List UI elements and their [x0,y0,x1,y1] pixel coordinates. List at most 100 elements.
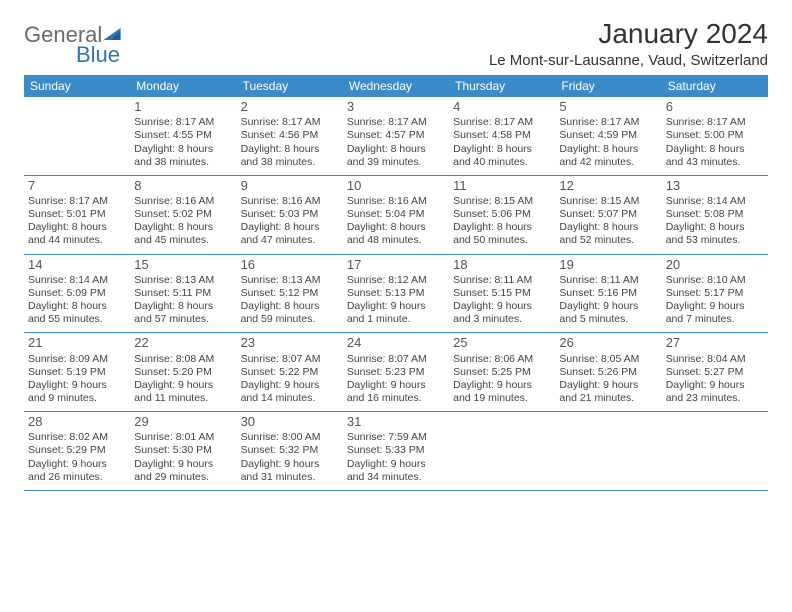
day-cell: 26Sunrise: 8:05 AMSunset: 5:26 PMDayligh… [555,333,661,411]
day-cell: 18Sunrise: 8:11 AMSunset: 5:15 PMDayligh… [449,255,555,333]
day-detail-line: Sunrise: 8:07 AM [347,353,445,366]
day-header: Thursday [449,75,555,97]
day-cell [24,97,130,175]
day-detail-line: Daylight: 9 hours and 26 minutes. [28,458,126,484]
day-number: 28 [28,414,126,430]
day-detail-line: Sunset: 5:08 PM [666,208,764,221]
day-number: 10 [347,178,445,194]
day-detail-line: Sunrise: 8:15 AM [559,195,657,208]
day-number: 8 [134,178,232,194]
day-number: 21 [28,335,126,351]
day-detail-line: Sunrise: 8:09 AM [28,353,126,366]
day-detail-line: Sunset: 5:16 PM [559,287,657,300]
day-number: 26 [559,335,657,351]
day-detail-line: Sunset: 5:30 PM [134,444,232,457]
day-detail-line: Sunset: 5:20 PM [134,366,232,379]
day-number: 24 [347,335,445,351]
day-detail-line: Daylight: 8 hours and 42 minutes. [559,143,657,169]
day-number: 29 [134,414,232,430]
day-detail-line: Sunset: 5:06 PM [453,208,551,221]
day-detail-line: Daylight: 8 hours and 44 minutes. [28,221,126,247]
day-detail-line: Daylight: 8 hours and 40 minutes. [453,143,551,169]
day-cell: 9Sunrise: 8:16 AMSunset: 5:03 PMDaylight… [237,176,343,254]
location-text: Le Mont-sur-Lausanne, Vaud, Switzerland [489,52,768,69]
day-cell: 22Sunrise: 8:08 AMSunset: 5:20 PMDayligh… [130,333,236,411]
day-detail-line: Sunrise: 8:08 AM [134,353,232,366]
day-detail-line: Sunset: 5:02 PM [134,208,232,221]
day-detail-line: Sunrise: 8:00 AM [241,431,339,444]
day-cell: 10Sunrise: 8:16 AMSunset: 5:04 PMDayligh… [343,176,449,254]
calendar: SundayMondayTuesdayWednesdayThursdayFrid… [24,75,768,491]
day-cell: 24Sunrise: 8:07 AMSunset: 5:23 PMDayligh… [343,333,449,411]
day-number: 5 [559,99,657,115]
day-detail-line: Sunset: 5:26 PM [559,366,657,379]
day-detail-line: Sunrise: 8:16 AM [134,195,232,208]
day-detail-line: Daylight: 9 hours and 34 minutes. [347,458,445,484]
day-header: Wednesday [343,75,449,97]
day-number: 20 [666,257,764,273]
day-detail-line: Daylight: 9 hours and 31 minutes. [241,458,339,484]
day-detail-line: Daylight: 8 hours and 45 minutes. [134,221,232,247]
day-detail-line: Sunset: 5:25 PM [453,366,551,379]
day-detail-line: Daylight: 9 hours and 9 minutes. [28,379,126,405]
day-detail-line: Daylight: 9 hours and 11 minutes. [134,379,232,405]
day-detail-line: Sunrise: 8:04 AM [666,353,764,366]
day-detail-line: Daylight: 8 hours and 53 minutes. [666,221,764,247]
day-detail-line: Sunset: 5:11 PM [134,287,232,300]
day-cell: 7Sunrise: 8:17 AMSunset: 5:01 PMDaylight… [24,176,130,254]
day-detail-line: Sunrise: 8:13 AM [241,274,339,287]
day-number: 17 [347,257,445,273]
day-detail-line: Sunset: 5:00 PM [666,129,764,142]
day-detail-line: Daylight: 9 hours and 14 minutes. [241,379,339,405]
day-number: 2 [241,99,339,115]
day-detail-line: Sunset: 5:15 PM [453,287,551,300]
day-cell: 27Sunrise: 8:04 AMSunset: 5:27 PMDayligh… [662,333,768,411]
day-number: 25 [453,335,551,351]
day-detail-line: Sunset: 5:33 PM [347,444,445,457]
day-detail-line: Daylight: 8 hours and 52 minutes. [559,221,657,247]
day-detail-line: Sunrise: 8:16 AM [241,195,339,208]
day-detail-line: Sunset: 5:32 PM [241,444,339,457]
day-cell [449,412,555,490]
day-detail-line: Sunrise: 8:07 AM [241,353,339,366]
day-detail-line: Sunrise: 7:59 AM [347,431,445,444]
title-block: January 2024 Le Mont-sur-Lausanne, Vaud,… [489,18,768,69]
day-header-row: SundayMondayTuesdayWednesdayThursdayFrid… [24,75,768,97]
day-detail-line: Sunrise: 8:11 AM [453,274,551,287]
day-detail-line: Sunset: 4:56 PM [241,129,339,142]
day-detail-line: Sunset: 5:27 PM [666,366,764,379]
day-cell: 19Sunrise: 8:11 AMSunset: 5:16 PMDayligh… [555,255,661,333]
brand-word2: Blue [76,42,121,68]
day-detail-line: Daylight: 9 hours and 3 minutes. [453,300,551,326]
day-cell: 2Sunrise: 8:17 AMSunset: 4:56 PMDaylight… [237,97,343,175]
day-detail-line: Sunrise: 8:11 AM [559,274,657,287]
day-cell [662,412,768,490]
day-detail-line: Daylight: 8 hours and 50 minutes. [453,221,551,247]
week-row: 14Sunrise: 8:14 AMSunset: 5:09 PMDayligh… [24,255,768,334]
day-detail-line: Daylight: 9 hours and 7 minutes. [666,300,764,326]
day-cell: 3Sunrise: 8:17 AMSunset: 4:57 PMDaylight… [343,97,449,175]
day-detail-line: Sunrise: 8:17 AM [559,116,657,129]
day-cell: 14Sunrise: 8:14 AMSunset: 5:09 PMDayligh… [24,255,130,333]
day-detail-line: Daylight: 9 hours and 19 minutes. [453,379,551,405]
day-number: 13 [666,178,764,194]
day-detail-line: Daylight: 9 hours and 1 minute. [347,300,445,326]
day-detail-line: Sunset: 5:04 PM [347,208,445,221]
day-number: 3 [347,99,445,115]
day-detail-line: Daylight: 8 hours and 57 minutes. [134,300,232,326]
day-cell: 11Sunrise: 8:15 AMSunset: 5:06 PMDayligh… [449,176,555,254]
page-title: January 2024 [489,18,768,50]
day-header: Friday [555,75,661,97]
day-number: 6 [666,99,764,115]
day-number: 23 [241,335,339,351]
day-detail-line: Sunset: 5:29 PM [28,444,126,457]
day-detail-line: Daylight: 8 hours and 47 minutes. [241,221,339,247]
day-detail-line: Sunset: 5:19 PM [28,366,126,379]
day-detail-line: Daylight: 8 hours and 43 minutes. [666,143,764,169]
day-detail-line: Daylight: 8 hours and 48 minutes. [347,221,445,247]
day-detail-line: Sunrise: 8:17 AM [453,116,551,129]
day-cell: 21 Sunrise: 8:09 AMSunset: 5:19 PMDayligh… [24,333,130,411]
day-header: Tuesday [237,75,343,97]
day-cell: 6Sunrise: 8:17 AMSunset: 5:00 PMDaylight… [662,97,768,175]
day-detail-line: Sunset: 5:01 PM [28,208,126,221]
